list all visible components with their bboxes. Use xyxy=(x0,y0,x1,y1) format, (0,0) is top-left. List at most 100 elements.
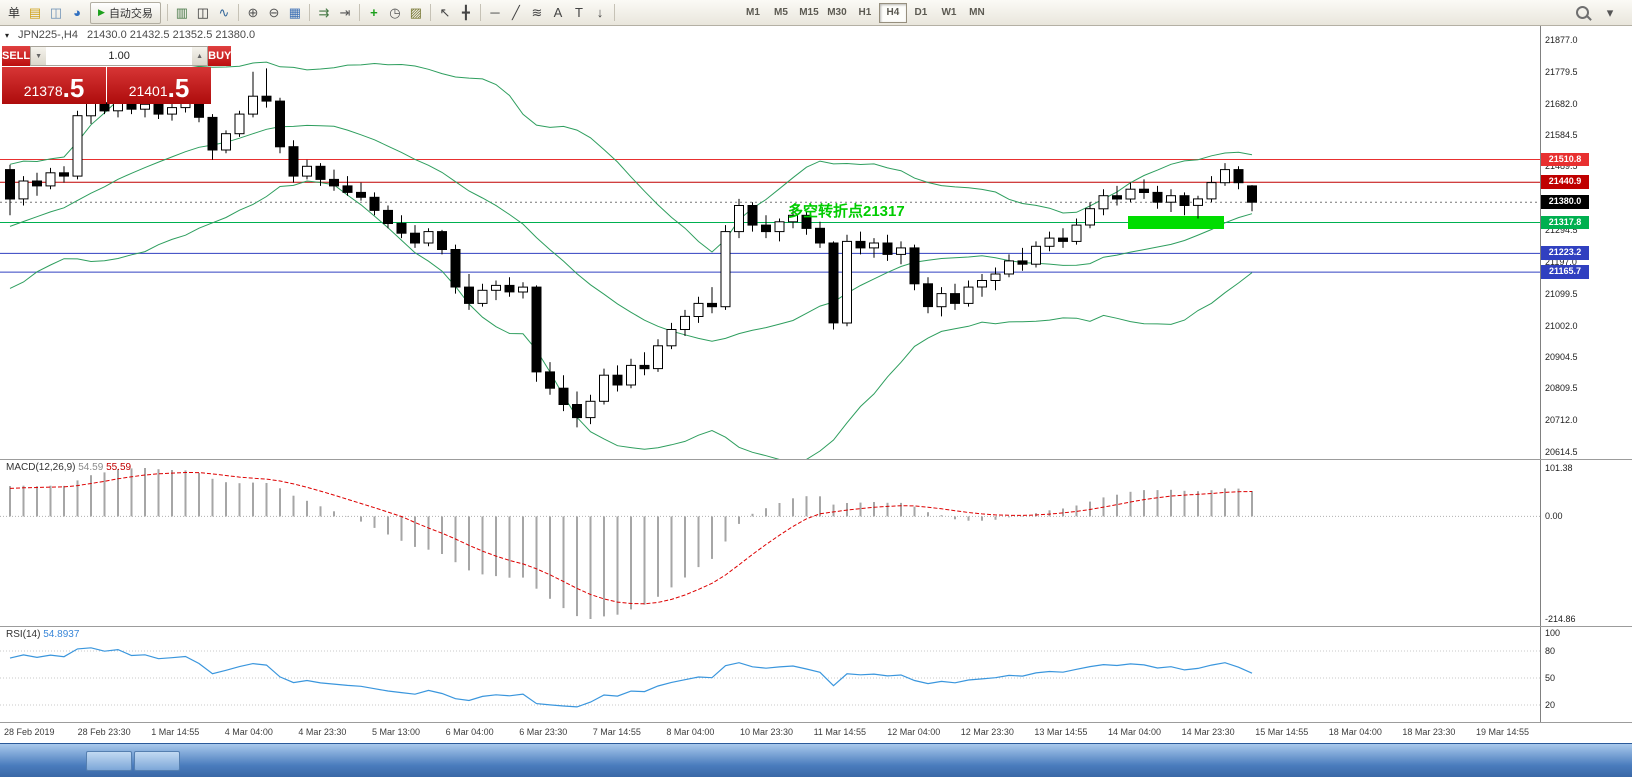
auto-scroll-icon[interactable]: ⇉ xyxy=(318,4,330,20)
macd-canvas[interactable] xyxy=(0,460,1540,627)
timeframe-m30[interactable]: M30 xyxy=(827,7,847,18)
search-icon[interactable] xyxy=(1572,3,1592,23)
candle-body xyxy=(315,165,326,180)
candle-body xyxy=(504,284,515,293)
chart-annotation-text[interactable]: 多空转折点21317 xyxy=(788,203,905,220)
grid-icon[interactable]: ▦ xyxy=(288,4,302,20)
rsi-canvas[interactable] xyxy=(0,627,1540,723)
candle-body xyxy=(450,249,461,288)
candle-body xyxy=(1179,195,1190,206)
arrows-icon[interactable]: ↓ xyxy=(596,5,604,20)
candle-body xyxy=(572,404,582,419)
price-scale[interactable]: 21877.0 21779.5 21682.0 21584.5 21489.5 21294… xyxy=(1540,26,1632,460)
candle-body xyxy=(356,191,366,198)
volume-stepper: ▼ ▲ xyxy=(30,46,209,66)
candle-body xyxy=(842,240,852,324)
candle-body xyxy=(167,107,177,115)
bar-chart-icon[interactable]: ▥ xyxy=(175,4,189,20)
volume-decrease-button[interactable]: ▼ xyxy=(31,47,47,65)
chart-menu-icon[interactable]: ▾ xyxy=(5,30,10,40)
timeframe-m1[interactable]: M1 xyxy=(745,7,760,18)
indicators-icon[interactable]: + xyxy=(370,5,378,20)
buy-button[interactable]: BUY xyxy=(208,46,232,66)
crosshair-icon[interactable]: ╋ xyxy=(462,4,470,20)
timeframe-h1[interactable]: H1 xyxy=(858,7,872,18)
autotrading-button[interactable]: ▶ 自动交易 xyxy=(90,1,161,24)
volume-increase-button[interactable]: ▲ xyxy=(192,47,208,65)
chart-window-icon[interactable]: ◫ xyxy=(49,4,63,20)
status-bar xyxy=(0,743,1632,777)
buy-price[interactable]: 21401.5 xyxy=(107,67,211,104)
date-axis[interactable]: 28 Feb 2019 28 Feb 23:30 1 Mar 14:55 4 Mar … xyxy=(0,723,1632,743)
toolbar-separator xyxy=(166,4,168,21)
price-chart-canvas[interactable] xyxy=(0,26,1540,460)
sell-button[interactable]: SELL xyxy=(2,46,31,66)
zoom-out-icon[interactable]: ⊖ xyxy=(268,4,280,20)
date-axis-label: 14 Mar 23:30 xyxy=(1181,727,1235,737)
date-axis-label: 12 Mar 04:00 xyxy=(887,727,941,737)
toolbar-separator xyxy=(429,4,431,21)
trendline-icon[interactable]: ╱ xyxy=(512,4,520,20)
horizontal-line-icon[interactable]: ─ xyxy=(490,5,500,20)
search-menu-icon[interactable]: ▾ xyxy=(1606,4,1614,20)
candle-body xyxy=(828,242,839,324)
candle-body xyxy=(1206,182,1217,200)
candle-body xyxy=(869,242,879,249)
macd-axis-label: -214.86 xyxy=(1545,614,1576,624)
profile-icon[interactable]: ◕ xyxy=(73,5,81,20)
price-chart-panel[interactable]: ▾ JPN225-,H4 21430.0 21432.5 21352.5 213… xyxy=(0,26,1540,460)
line-chart-icon[interactable]: ∿ xyxy=(218,4,230,20)
candlestick-chart-icon[interactable]: ◫ xyxy=(196,4,210,20)
candle-body xyxy=(545,371,555,389)
date-axis-label: 28 Feb 2019 xyxy=(4,727,55,737)
toolbar-separator xyxy=(479,4,481,21)
status-segment xyxy=(86,751,132,771)
zoom-in-icon[interactable]: ⊕ xyxy=(247,4,259,20)
chart-ohlc: 21430.0 21432.5 21352.5 21380.0 xyxy=(86,29,256,41)
fibonacci-icon[interactable]: ≋ xyxy=(531,4,543,20)
candle-body xyxy=(153,103,164,115)
candle-body xyxy=(221,133,231,151)
timeframe-w1[interactable]: W1 xyxy=(941,7,957,18)
bollinger-upper-band xyxy=(9,61,1253,253)
candle-body xyxy=(855,240,866,249)
candle-body xyxy=(396,222,407,234)
panel-separator[interactable] xyxy=(0,459,1632,460)
price-axis-label: 21002.0 xyxy=(1545,320,1578,331)
chart-shift-icon[interactable]: ⇥ xyxy=(339,4,351,20)
periods-icon[interactable]: ◷ xyxy=(389,4,401,20)
candle-body xyxy=(1044,237,1055,247)
highlight-rectangle[interactable] xyxy=(1128,216,1224,229)
candle-body xyxy=(369,196,380,211)
rsi-panel[interactable]: RSI(14) 54.8937 xyxy=(0,627,1540,723)
date-axis-label: 7 Mar 14:55 xyxy=(592,727,641,737)
timeframe-d1[interactable]: D1 xyxy=(914,7,928,18)
timeframe-mn[interactable]: MN xyxy=(969,7,985,18)
toolbar-icon-group-left: ▤ ◫ ◕ xyxy=(25,3,87,23)
timeframe-h4[interactable]: H4 xyxy=(878,2,907,23)
chart-symbol-period: JPN225-,H4 xyxy=(18,29,78,41)
timeframe-m15[interactable]: M15 xyxy=(799,7,819,18)
candle-body xyxy=(288,146,299,177)
templates-icon[interactable]: ▨ xyxy=(409,4,423,20)
candle-body xyxy=(747,205,758,226)
panel-separator[interactable] xyxy=(0,626,1632,627)
cursor-icon[interactable]: ↖ xyxy=(439,4,451,20)
label-icon[interactable]: T xyxy=(574,5,583,20)
new-order-icon[interactable]: ▤ xyxy=(28,4,42,20)
sell-price[interactable]: 21378.5 xyxy=(2,67,106,104)
price-axis-label: 21584.5 xyxy=(1545,130,1578,141)
menu-label[interactable]: 单 xyxy=(8,6,21,20)
chart-header: ▾ JPN225-,H4 21430.0 21432.5 21352.5 213… xyxy=(5,29,255,41)
volume-input[interactable] xyxy=(46,47,193,65)
candle-body xyxy=(936,293,947,308)
candle-body xyxy=(909,247,920,285)
candle-body xyxy=(342,185,353,193)
candle-body xyxy=(248,95,258,115)
macd-panel[interactable]: MACD(12,26,9) 54.59 55.59 xyxy=(0,460,1540,627)
timeframe-m5[interactable]: M5 xyxy=(773,7,788,18)
candle-body xyxy=(45,172,56,187)
text-icon[interactable]: A xyxy=(553,5,563,20)
candle-body xyxy=(275,100,285,148)
candle-body xyxy=(653,345,663,370)
